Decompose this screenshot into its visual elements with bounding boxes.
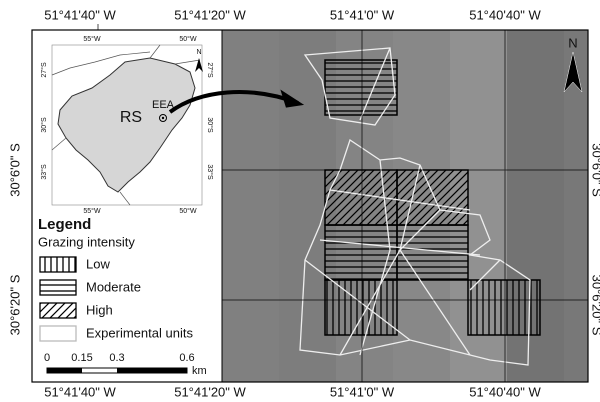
- lat-label: 30°6'20" S: [590, 275, 600, 336]
- legend-swatch: [40, 326, 76, 341]
- inset-lat: 27°S: [40, 62, 48, 78]
- lat-label: 30°6'0" S: [7, 143, 22, 197]
- scale-label: 0: [44, 352, 50, 364]
- inset-lat: 30°S: [206, 117, 214, 133]
- lon-label: 51°41'20" W: [174, 384, 246, 399]
- inset-lon: 50°W: [179, 35, 197, 43]
- scale-label: 0.3: [109, 352, 124, 364]
- inset-lat: 33°S: [40, 164, 48, 180]
- inset-lat: 27°S: [206, 62, 214, 78]
- lon-label: 51°41'40" W: [44, 7, 116, 22]
- image-tile: [507, 59, 564, 116]
- image-tile: [393, 116, 450, 173]
- legend-item: High: [86, 302, 113, 317]
- legend-title: Legend: [38, 216, 91, 233]
- inset-north: N: [196, 49, 201, 56]
- legend-swatch: [40, 257, 76, 272]
- lon-label: 51°41'0" W: [330, 7, 395, 22]
- image-tile: [222, 116, 279, 173]
- site-label: EEA: [152, 99, 175, 111]
- lat-label: 30°6'20" S: [7, 274, 22, 335]
- image-tile: [222, 59, 279, 116]
- image-tile: [393, 59, 450, 116]
- image-tile: [507, 230, 564, 287]
- moderate-plot: [325, 60, 397, 115]
- scale-bar: [47, 368, 187, 373]
- lon-label: 51°41'20" W: [174, 7, 246, 22]
- image-tile: [279, 344, 336, 401]
- image-tile: [507, 116, 564, 173]
- image-tile: [336, 116, 393, 173]
- lon-label: 51°41'0" W: [330, 384, 395, 399]
- lat-label: 30°6'0" S: [590, 143, 600, 197]
- legend-item: Experimental units: [86, 325, 193, 340]
- legend-subtitle: Grazing intensity: [38, 234, 135, 249]
- scale-unit: km: [192, 365, 207, 377]
- lon-label: 51°40'40" W: [469, 7, 541, 22]
- image-tile: [279, 116, 336, 173]
- inset-lat: 30°S: [40, 117, 48, 133]
- legend-swatch: [40, 280, 76, 295]
- scale-label: 0.15: [71, 352, 92, 364]
- image-tile: [222, 173, 279, 230]
- inset-lon: 55°W: [83, 35, 101, 43]
- moderate-plot: [325, 225, 397, 280]
- inset-lon: 50°W: [179, 207, 197, 215]
- image-tile: [507, 173, 564, 230]
- region-label: RS: [120, 109, 142, 126]
- image-tile: [393, 344, 450, 401]
- image-tile: [450, 59, 507, 116]
- scale-label: 0.6: [179, 352, 194, 364]
- inset-lat: 33°S: [206, 164, 214, 180]
- map-figure: N 55°W 50°W 55°W 50°W 27°S 30°S 33°S 27°…: [0, 0, 600, 402]
- legend-item: Low: [86, 256, 110, 271]
- image-tile: [222, 287, 279, 344]
- lon-label: 51°40'40" W: [469, 384, 541, 399]
- legend-swatch: [40, 303, 76, 318]
- inset-lon: 55°W: [83, 207, 101, 215]
- north-label: N: [568, 35, 577, 50]
- lon-label: 51°41'40" W: [44, 384, 116, 399]
- image-tile: [450, 116, 507, 173]
- low-plot: [325, 280, 397, 335]
- image-tile: [564, 344, 600, 401]
- image-tile: [393, 287, 450, 344]
- legend-item: Moderate: [86, 279, 141, 294]
- image-tile: [222, 230, 279, 287]
